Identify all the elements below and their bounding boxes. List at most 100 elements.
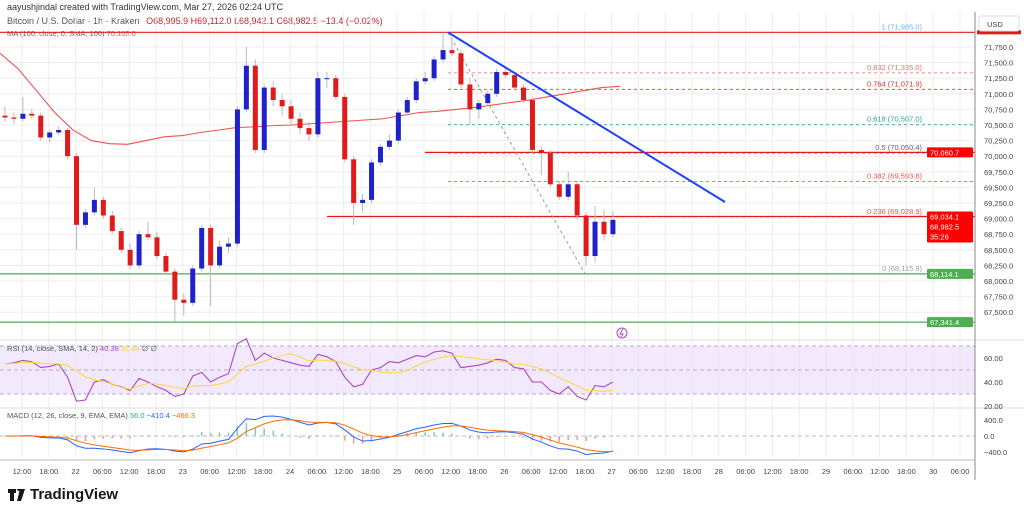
candle-body — [20, 113, 26, 119]
candle-body — [476, 103, 482, 110]
tradingview-logo-icon — [8, 488, 25, 501]
candle-body — [91, 199, 97, 213]
support-price-tag-text: 68,114.1 — [930, 270, 959, 279]
time-tick: 18:00 — [361, 467, 380, 476]
current-price-tag-text: 69,034.1 — [930, 212, 959, 221]
signal-line — [4, 419, 613, 453]
time-tick: 18:00 — [39, 467, 58, 476]
price-axis: 71,750.0 71,500.0 71,250.0 71,000.0 70,750.0… — [927, 12, 1021, 480]
macd-tick: 0.0 — [984, 432, 994, 441]
candle-body — [234, 109, 240, 244]
time-tick: 06:00 — [415, 467, 434, 476]
time-tick: 06:00 — [522, 467, 541, 476]
candle-body — [252, 65, 258, 150]
candle-body — [145, 234, 151, 238]
candle-body — [440, 50, 446, 60]
macd-line — [4, 415, 614, 456]
time-tick: 18:00 — [575, 467, 594, 476]
rsi-tick: 40.00 — [984, 378, 1003, 387]
fib-level-label: 0.5 (70,050.4) — [875, 143, 922, 152]
candle-body — [503, 71, 509, 76]
fib-level-label: 1 (71,985.0) — [882, 22, 923, 31]
price-tick: 71,750.0 — [984, 43, 1013, 52]
candle-body — [47, 132, 53, 138]
price-tick: 68,500.0 — [984, 246, 1013, 255]
time-tick: 12:00 — [870, 467, 889, 476]
candle-body — [324, 78, 330, 80]
time-tick: 12:00 — [441, 467, 460, 476]
trendline — [447, 31, 726, 203]
time-tick: 18:00 — [147, 467, 166, 476]
candle-body — [288, 106, 294, 119]
macd-tick: 400.0 — [984, 416, 1003, 425]
time-tick: 18:00 — [468, 467, 487, 476]
candle-body — [351, 159, 357, 203]
candle-body — [529, 100, 535, 150]
time-tick: 25 — [393, 467, 401, 476]
price-tick: 69,750.0 — [984, 168, 1013, 177]
time-tick: 26 — [500, 467, 508, 476]
candle-body — [118, 231, 124, 250]
support-price-tag — [927, 268, 973, 279]
time-tick: 18:00 — [683, 467, 702, 476]
time-tick: 12:00 — [13, 467, 32, 476]
support-price-tag-text: 67,341.4 — [930, 318, 959, 327]
candle-body — [369, 162, 375, 200]
time-tick: 12:00 — [227, 467, 246, 476]
rsi-line — [4, 338, 614, 402]
candle-body — [226, 243, 231, 247]
candle-body — [181, 299, 187, 303]
candle-body — [199, 227, 205, 269]
candle-body — [2, 115, 8, 118]
candle-body — [127, 249, 133, 266]
currency-button[interactable] — [978, 15, 1020, 32]
lightning-icon[interactable] — [616, 327, 628, 339]
price-tick: 68,750.0 — [984, 230, 1013, 239]
candle-body — [100, 199, 106, 216]
fib-level-label: 0.832 (71,335.0) — [867, 63, 923, 72]
rsi-extra: ∅ ∅ — [141, 344, 157, 353]
support-price-tag — [927, 317, 973, 328]
candle-body — [512, 75, 518, 88]
candle-body — [521, 87, 527, 101]
candle-body — [56, 129, 62, 133]
candle-body — [190, 268, 196, 303]
time-tick: 18:00 — [790, 467, 809, 476]
candle-body — [270, 87, 276, 101]
ma-legend[interactable]: MA (100, close, 0, SMA, 100) — [7, 29, 105, 38]
time-tick: 12:00 — [549, 467, 568, 476]
candle-body — [395, 112, 401, 141]
time-tick: 29 — [822, 467, 830, 476]
time-tick: 06:00 — [843, 467, 862, 476]
candle-body — [109, 215, 115, 232]
candle-body — [377, 146, 383, 163]
candle-body — [601, 221, 607, 235]
candle-body — [297, 118, 303, 129]
symbol-title[interactable]: Bitcoin / U.S. Dollar · 1h · Kraken — [7, 16, 140, 26]
time-tick: 06:00 — [629, 467, 648, 476]
price-tick: 71,250.0 — [984, 74, 1013, 83]
macd-signal-value: −466.3 — [171, 411, 196, 420]
price-tick: 70,750.0 — [984, 105, 1013, 114]
macd-legend[interactable]: MACD (12, 26, close, 9, EMA, EMA) — [7, 411, 128, 420]
rsi-legend[interactable]: RSI (14, close, SMA, 14, 2) — [7, 344, 98, 353]
time-tick: 27 — [607, 467, 615, 476]
candle-body — [556, 184, 562, 197]
tradingview-logo[interactable]: TradingView — [8, 486, 118, 503]
candle-body — [243, 65, 249, 110]
price-tick: 69,500.0 — [984, 183, 1013, 192]
candle-body — [538, 149, 544, 154]
price-tick: 68,000.0 — [984, 277, 1013, 286]
time-tick: 12:00 — [656, 467, 675, 476]
rsi-tick: 60.00 — [984, 354, 1003, 363]
price-tick: 67,500.0 — [984, 308, 1013, 317]
candle-body — [485, 93, 491, 104]
candle-body — [74, 156, 80, 225]
ohlc-values: O68,995.9 H69,112.0 L68,942.1 C68,982.5 … — [146, 16, 383, 26]
trendline — [447, 31, 726, 203]
candle-body — [82, 212, 88, 225]
rsi-ma-line — [4, 353, 613, 392]
currency-label: USD — [987, 20, 1003, 29]
time-tick: 24 — [286, 467, 294, 476]
